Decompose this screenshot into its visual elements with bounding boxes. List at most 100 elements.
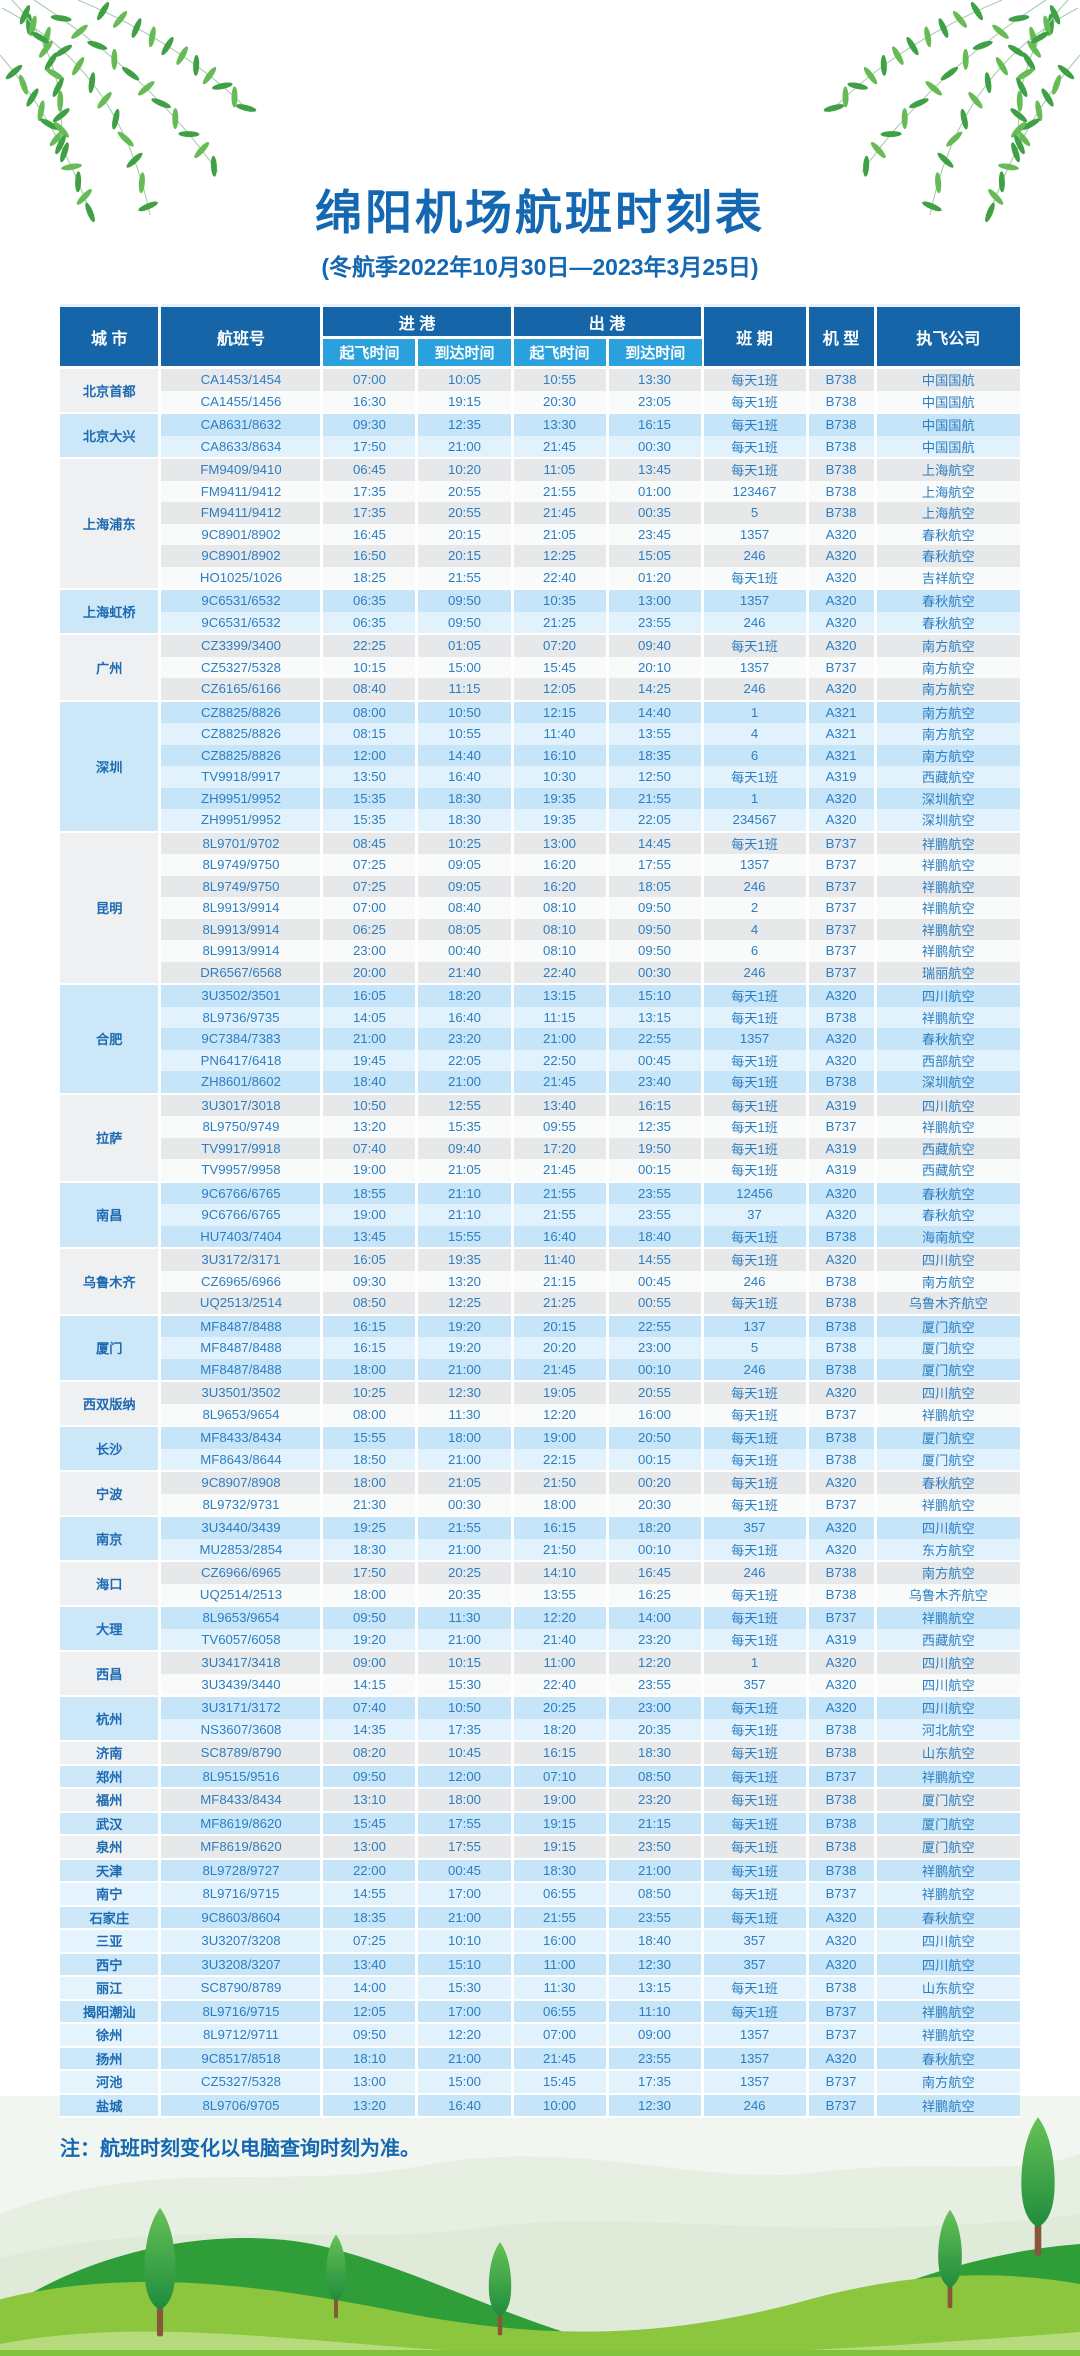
inbound-depart-time-cell: 14:05: [321, 1006, 419, 1029]
schedule-cell: 每天1班: [702, 435, 809, 460]
willow-leaf: [210, 155, 217, 177]
outbound-depart-time-cell: 20:20: [512, 1337, 609, 1359]
willow-leaf: [863, 66, 878, 85]
willow-leaf: [992, 24, 1009, 39]
flight-number-cell: SC8790/8789: [159, 1976, 324, 2001]
flight-number-cell: 8L9716/9715: [159, 1882, 324, 1907]
city-cell: 徐州: [59, 2023, 162, 2048]
inbound-arrive-time-cell: 20:35: [416, 1583, 514, 1608]
aircraft-type-cell: A320: [807, 1471, 877, 1494]
outbound-arrive-time-cell: 23:20: [607, 1788, 704, 1813]
inbound-depart-time-cell: 08:45: [321, 831, 419, 855]
outbound-arrive-time-cell: 18:40: [607, 1225, 704, 1250]
airline-cell: 西藏航空: [875, 1628, 1021, 1653]
airline-cell: 中国国航: [875, 367, 1021, 391]
inbound-arrive-time-cell: 20:15: [416, 545, 514, 567]
aircraft-type-cell: B738: [807, 1337, 877, 1359]
flight-row: 8L9749/9750 07:25 09:05 16:20 18:05 246 B737 祥鹏…: [60, 875, 1021, 898]
city-cell: 昆明: [59, 831, 162, 986]
inbound-depart-time-cell: 07:25: [321, 854, 419, 876]
schedule-cell: 1357: [702, 2046, 809, 2072]
outbound-depart-time-cell: 07:00: [512, 2023, 609, 2048]
outbound-depart-time-cell: 11:00: [512, 1651, 609, 1674]
outbound-depart-time-cell: 14:10: [512, 1561, 609, 1584]
schedule-cell: 每天1班: [702, 1137, 809, 1160]
inbound-depart-time-cell: 19:45: [321, 1049, 419, 1072]
schedule-cell: 246: [702, 961, 809, 986]
outbound-arrive-time-cell: 23:50: [607, 1835, 704, 1860]
outbound-arrive-time-cell: 00:20: [607, 1471, 704, 1494]
outbound-depart-time-cell: 22:40: [512, 1673, 609, 1698]
flight-number-cell: CZ5327/5328: [159, 656, 324, 679]
header-inbound-arrive-time: 到达时间: [416, 337, 514, 370]
inbound-arrive-time-cell: 19:15: [416, 390, 514, 415]
city-cell: 海口: [59, 1561, 162, 1608]
outbound-arrive-time-cell: 00:55: [607, 1292, 704, 1316]
schedule-cell: 1: [702, 700, 809, 724]
outbound-depart-time-cell: 17:20: [512, 1137, 609, 1160]
outbound-arrive-time-cell: 00:10: [607, 1358, 704, 1383]
inbound-depart-time-cell: 12:00: [321, 744, 419, 767]
aircraft-type-cell: B738: [807, 1561, 877, 1584]
aircraft-type-cell: B738: [807, 1718, 877, 1743]
inbound-depart-time-cell: 10:50: [321, 1093, 419, 1117]
inbound-arrive-time-cell: 21:00: [416, 1905, 514, 1931]
flight-row: ZH8601/8602 18:40 21:00 21:45 23:40 每天1班 B738 深…: [60, 1071, 1021, 1095]
flight-row: DR6567/6568 20:00 21:40 22:40 00:30 246 B737 瑞丽…: [60, 961, 1021, 986]
willow-leaf: [960, 108, 968, 130]
flight-row: 南宁 8L9716/9715 14:55 17:00 06:55 08:50 每天1班 B73…: [59, 1882, 1021, 1907]
airline-cell: 深圳航空: [875, 787, 1021, 810]
schedule-cell: 246: [702, 1270, 809, 1293]
outbound-depart-time-cell: 22:40: [512, 566, 609, 591]
aircraft-type-cell: A319: [807, 1093, 877, 1117]
airline-cell: 南方航空: [875, 1561, 1021, 1584]
flight-row: 徐州 8L9712/9711 09:50 12:20 07:00 09:00 1357 B73…: [59, 2023, 1021, 2048]
inbound-depart-time-cell: 17:50: [321, 435, 419, 460]
outbound-arrive-time-cell: 16:15: [607, 413, 704, 436]
inbound-arrive-time-cell: 11:30: [416, 1606, 514, 1629]
outbound-depart-time-cell: 16:15: [512, 1516, 609, 1539]
inbound-arrive-time-cell: 00:45: [416, 1858, 514, 1884]
flight-row: MF8487/8488 16:15 19:20 20:20 23:00 5 B738 厦门航空: [60, 1337, 1021, 1359]
inbound-arrive-time-cell: 21:00: [416, 1628, 514, 1653]
airline-cell: 南方航空: [875, 656, 1021, 679]
inbound-arrive-time-cell: 19:20: [416, 1314, 514, 1338]
inbound-depart-time-cell: 18:35: [321, 1905, 419, 1931]
schedule-cell: 4: [702, 918, 809, 941]
header-inbound: 进 港: [321, 304, 514, 340]
inbound-arrive-time-cell: 12:00: [416, 1764, 514, 1790]
outbound-arrive-time-cell: 13:00: [607, 589, 704, 612]
footnote: 注：航班时刻变化以电脑查询时刻为准。: [60, 2138, 420, 2161]
willow-leaf: [1011, 142, 1020, 163]
schedule-cell: 每天1班: [702, 984, 809, 1007]
inbound-depart-time-cell: 12:05: [321, 1999, 419, 2025]
inbound-depart-time-cell: 18:00: [321, 1471, 419, 1494]
outbound-arrive-time-cell: 12:30: [607, 2093, 704, 2119]
schedule-cell: 每天1班: [702, 1905, 809, 1931]
aircraft-type-cell: B738: [807, 1741, 877, 1766]
willow-leaf: [212, 82, 233, 90]
flight-row: 西双版纳 3U3501/3502 10:25 12:30 19:05 20:55 每天1班 A…: [59, 1381, 1021, 1428]
city-cell: 广州: [59, 634, 162, 702]
airline-cell: 中国国航: [875, 390, 1021, 415]
aircraft-type-cell: A320: [807, 809, 877, 833]
flight-row: MF8643/8644 18:50 21:00 22:15 00:15 每天1班 B738 厦…: [60, 1448, 1021, 1473]
outbound-arrive-time-cell: 18:20: [607, 1516, 704, 1539]
flight-row: 深圳 CZ8825/8826 08:00 10:50 12:15 14:40 1 A321 南方…: [59, 700, 1021, 833]
willow-leaf: [18, 74, 28, 95]
inbound-depart-time-cell: 08:00: [321, 700, 419, 724]
flight-number-cell: HU7403/7404: [159, 1225, 324, 1250]
schedule-cell: 每天1班: [702, 1628, 809, 1653]
inbound-depart-time-cell: 15:55: [321, 1426, 419, 1449]
willow-leaf: [922, 201, 942, 212]
outbound-arrive-time-cell: 09:50: [607, 897, 704, 919]
flight-number-cell: TV9957/9958: [159, 1159, 324, 1183]
inbound-depart-time-cell: 20:00: [321, 961, 419, 986]
inbound-depart-time-cell: 13:50: [321, 766, 419, 788]
willow-leaf: [909, 98, 929, 109]
willow-leaf: [1052, 74, 1062, 95]
inbound-depart-time-cell: 07:40: [321, 1696, 419, 1719]
schedule-cell: 357: [702, 1673, 809, 1698]
outbound-depart-time-cell: 10:35: [512, 589, 609, 612]
willow-leaf: [870, 142, 886, 159]
